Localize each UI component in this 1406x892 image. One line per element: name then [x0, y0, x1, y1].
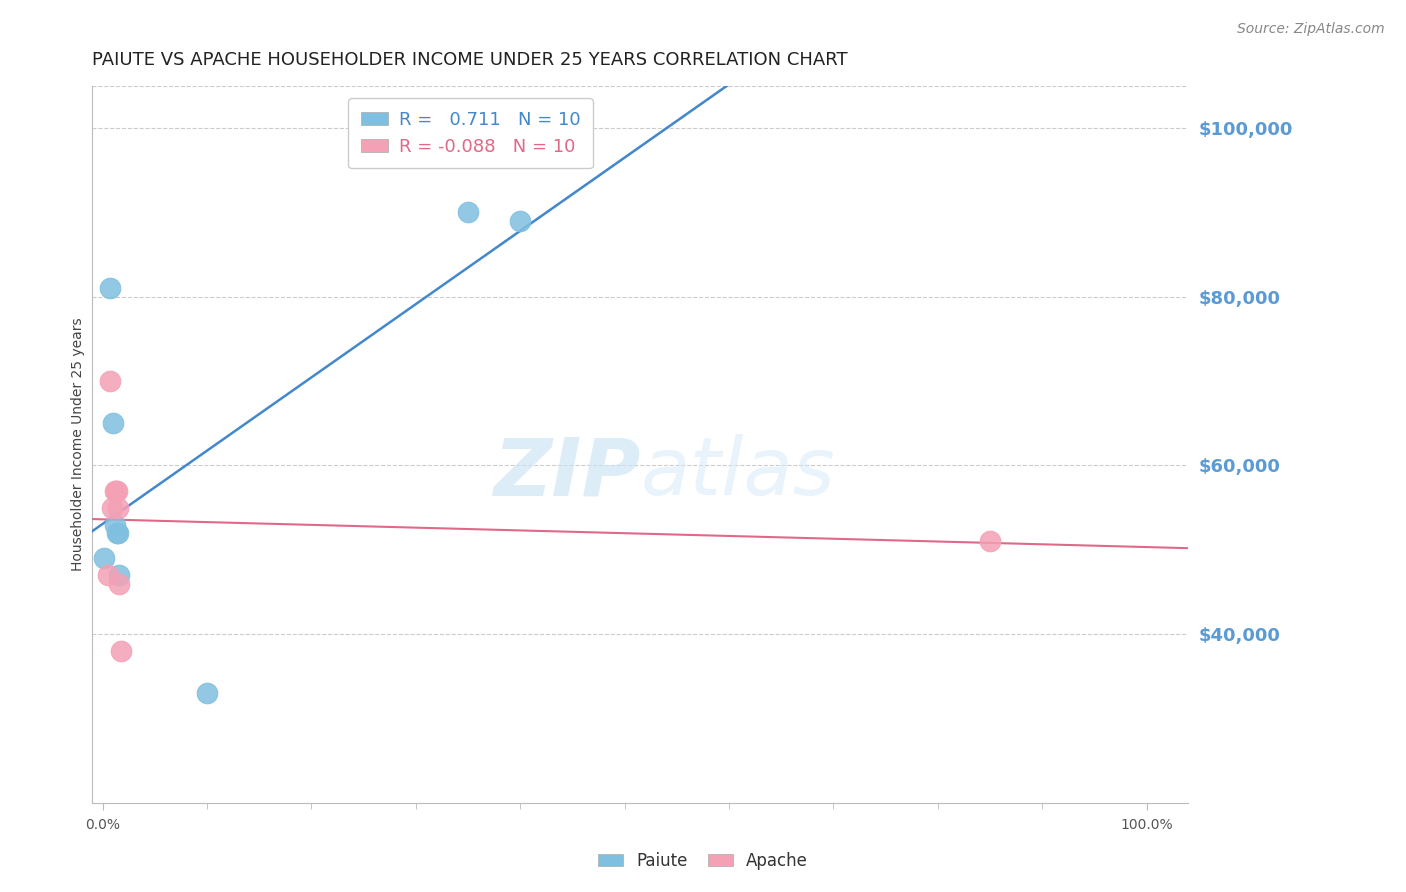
Point	[110, 644, 132, 658]
Point	[108, 576, 131, 591]
Legend: R =   0.711   N = 10, R = -0.088   N = 10: R = 0.711 N = 10, R = -0.088 N = 10	[349, 98, 593, 169]
Point	[93, 551, 115, 566]
Point	[979, 534, 1001, 549]
Point	[101, 416, 124, 430]
Y-axis label: Householder Income Under 25 years: Householder Income Under 25 years	[72, 318, 86, 571]
Text: atlas: atlas	[640, 434, 835, 512]
Legend: Paiute, Apache: Paiute, Apache	[592, 846, 814, 877]
Point	[98, 374, 121, 388]
Point	[104, 483, 127, 498]
Point	[105, 483, 128, 498]
Point	[104, 517, 127, 532]
Point	[509, 213, 531, 227]
Point	[105, 483, 128, 498]
Point	[108, 568, 131, 582]
Text: PAIUTE VS APACHE HOUSEHOLDER INCOME UNDER 25 YEARS CORRELATION CHART: PAIUTE VS APACHE HOUSEHOLDER INCOME UNDE…	[93, 51, 848, 69]
Point	[105, 525, 128, 540]
Point	[107, 500, 129, 515]
Text: ZIP: ZIP	[494, 434, 640, 512]
Point	[98, 281, 121, 295]
Point	[107, 525, 129, 540]
Point	[97, 568, 120, 582]
Point	[457, 205, 479, 219]
Text: Source: ZipAtlas.com: Source: ZipAtlas.com	[1237, 22, 1385, 37]
Point	[195, 686, 218, 700]
Point	[101, 500, 124, 515]
